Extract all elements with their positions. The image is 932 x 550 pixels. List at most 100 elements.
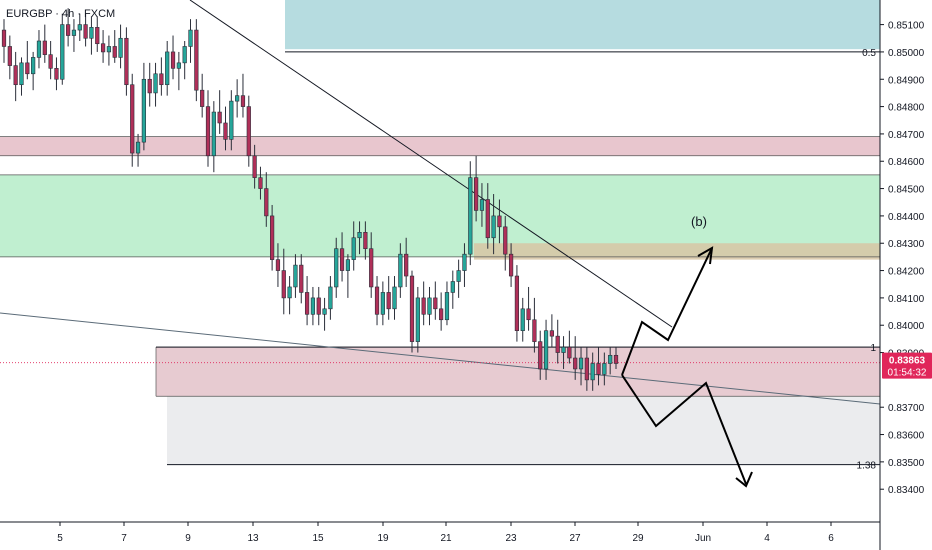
candle [188, 19, 193, 63]
candle-body [380, 292, 385, 315]
candle-body [89, 27, 94, 39]
candle-body [299, 264, 304, 293]
price-tick-label: 0.84200 [888, 267, 925, 278]
candle-body [246, 106, 251, 157]
candle-body [602, 363, 607, 375]
price-tick-label: 0.85100 [888, 21, 925, 32]
candle-body [31, 57, 36, 75]
candle-body [264, 188, 269, 217]
candle-body [468, 177, 473, 255]
candle [334, 237, 339, 298]
candle [229, 90, 234, 151]
candle [304, 276, 310, 326]
candle-body [275, 259, 281, 271]
candle [77, 13, 82, 41]
candle [31, 51, 36, 91]
candle [567, 330, 572, 364]
candle-body [13, 65, 18, 86]
candle-body [54, 68, 59, 80]
candle-body [42, 40, 47, 55]
price-tick-label: 0.84100 [888, 294, 925, 305]
time-tick-label: 5 [57, 533, 63, 544]
candle-body [497, 215, 502, 228]
candle-body [217, 111, 222, 124]
candle-body [404, 253, 409, 277]
candle-body [555, 335, 560, 353]
candle [363, 221, 368, 260]
candle [13, 51, 18, 102]
lines-layer: 0.5 1 1.38 [0, 0, 881, 472]
candle [608, 347, 613, 375]
candle-body [596, 363, 601, 375]
candle-body [474, 177, 479, 211]
price-tick-label: 0.83500 [888, 458, 925, 469]
time-tick-label: 9 [185, 533, 191, 544]
candle [89, 16, 94, 55]
candle [147, 62, 152, 107]
candle-body [235, 95, 240, 102]
candle-body [334, 248, 339, 288]
price-axis-background [880, 0, 932, 550]
candle-body [205, 106, 211, 157]
candle-body [19, 62, 24, 86]
projection-down-path [621, 374, 747, 485]
candle-body [112, 46, 117, 58]
candle [299, 254, 304, 304]
candle-body [229, 100, 234, 140]
candle-body [386, 292, 391, 310]
candle-body [433, 297, 438, 310]
candle-body [124, 37, 129, 86]
candle [36, 30, 42, 69]
candle-body [252, 155, 257, 178]
candle-body [66, 24, 71, 36]
candle [404, 237, 409, 287]
candles-layer [1, 8, 619, 391]
candle-body [188, 29, 193, 47]
candle [165, 40, 170, 96]
price-tick-label: 0.84800 [888, 103, 925, 114]
candle [345, 254, 350, 298]
candle [281, 248, 286, 315]
candle [95, 16, 100, 52]
candle-body [357, 232, 362, 239]
candle [71, 19, 77, 52]
candle [205, 90, 211, 167]
price-tick-label: 0.84500 [888, 185, 925, 196]
candle [532, 297, 537, 353]
price-tick-label: 0.83600 [888, 431, 925, 442]
candle [543, 319, 549, 380]
candle-body [526, 308, 531, 321]
candle [25, 40, 30, 80]
candle-body [363, 232, 368, 250]
candle [83, 13, 88, 47]
candle-body [258, 177, 263, 189]
candle-body [351, 237, 356, 260]
price-tick-label: 0.84900 [888, 75, 925, 86]
candle-body [36, 40, 42, 58]
candle-body [240, 95, 246, 107]
candle [287, 276, 292, 315]
candle [578, 347, 584, 386]
candle [549, 314, 554, 348]
price-tick-label: 0.84600 [888, 157, 925, 168]
candle-body [409, 275, 415, 342]
candle [555, 319, 560, 364]
zone-small [474, 243, 880, 260]
candle [135, 133, 141, 167]
time-tick-label: 23 [505, 533, 517, 544]
candle-body [1, 29, 7, 47]
candle [497, 199, 502, 244]
candle [503, 215, 508, 271]
candle [439, 292, 444, 331]
candle [479, 183, 485, 227]
candle [450, 270, 455, 309]
candle [561, 336, 566, 369]
projection-down-arrowhead [735, 471, 753, 488]
candle [252, 144, 257, 189]
candle [433, 281, 438, 320]
candle-body [130, 84, 135, 154]
candle [48, 40, 53, 80]
candle [310, 286, 316, 326]
